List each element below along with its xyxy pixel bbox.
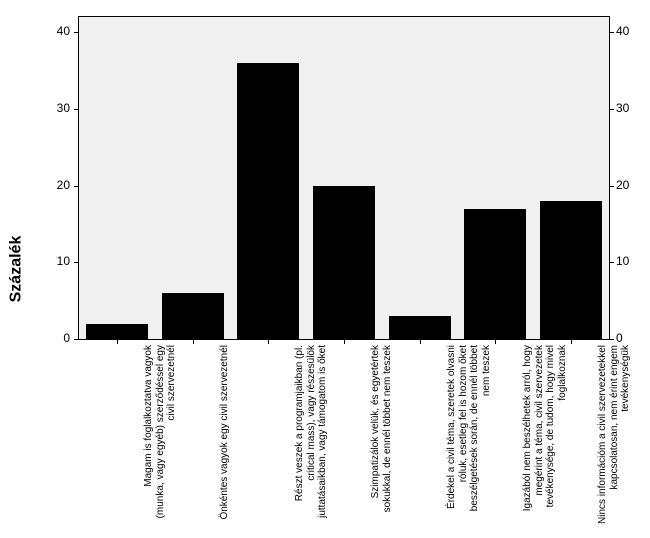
y-tick-label-right: 40 [616, 24, 646, 38]
y-tick-right [609, 32, 614, 33]
y-axis-label: Százalék [7, 236, 25, 303]
bar [540, 201, 602, 339]
bar [313, 186, 375, 339]
y-tick-label-left: 40 [40, 24, 70, 38]
y-tick-label-left: 30 [40, 101, 70, 115]
x-tick [420, 339, 421, 344]
x-axis-label: Szimpatizálok velük, és egyetértek sokuk… [370, 345, 393, 525]
x-axis-label: Részt veszek a programjaikban (pl. criti… [294, 345, 329, 525]
y-tick-label-left: 20 [40, 178, 70, 192]
x-tick [117, 339, 118, 344]
bar [389, 316, 451, 339]
y-tick-label-right: 0 [616, 331, 646, 345]
y-tick-left [74, 186, 79, 187]
chart-container: Százalék Magam is foglalkoztatva vagyok … [0, 0, 650, 538]
y-tick-right [609, 186, 614, 187]
y-tick-label-right: 30 [616, 101, 646, 115]
y-tick-label-right: 10 [616, 254, 646, 268]
bar [86, 324, 148, 339]
plot-frame: Magam is foglalkoztatva vagyok (munka, v… [78, 16, 610, 340]
x-tick [571, 339, 572, 344]
y-tick-right [609, 109, 614, 110]
y-tick-right [609, 339, 614, 340]
y-tick-left [74, 109, 79, 110]
x-axis-label: Magam is foglalkoztatva vagyok (munka, v… [143, 345, 178, 525]
x-axis-label: Igazából nem beszélhetek arról, hogy meg… [522, 345, 568, 525]
bar [237, 63, 299, 339]
y-tick-label-left: 0 [40, 331, 70, 345]
y-tick-left [74, 262, 79, 263]
x-tick [495, 339, 496, 344]
y-tick-label-right: 20 [616, 178, 646, 192]
y-tick-left [74, 32, 79, 33]
x-tick [344, 339, 345, 344]
y-tick-label-left: 10 [40, 254, 70, 268]
x-axis-label: Önkéntes vagyok egy civil szervezetnél [219, 345, 231, 525]
y-tick-right [609, 262, 614, 263]
x-tick [193, 339, 194, 344]
x-tick [268, 339, 269, 344]
y-axis-label-wrap: Százalék [6, 0, 26, 538]
plot-area [79, 17, 609, 339]
bar [464, 209, 526, 339]
x-axis-label: Érdekel a civil téma, szeretek olvasni r… [446, 345, 492, 525]
bar [162, 293, 224, 339]
y-tick-left [74, 339, 79, 340]
x-axis-label: Nincs információm a civil szervezetekkel… [597, 345, 632, 525]
